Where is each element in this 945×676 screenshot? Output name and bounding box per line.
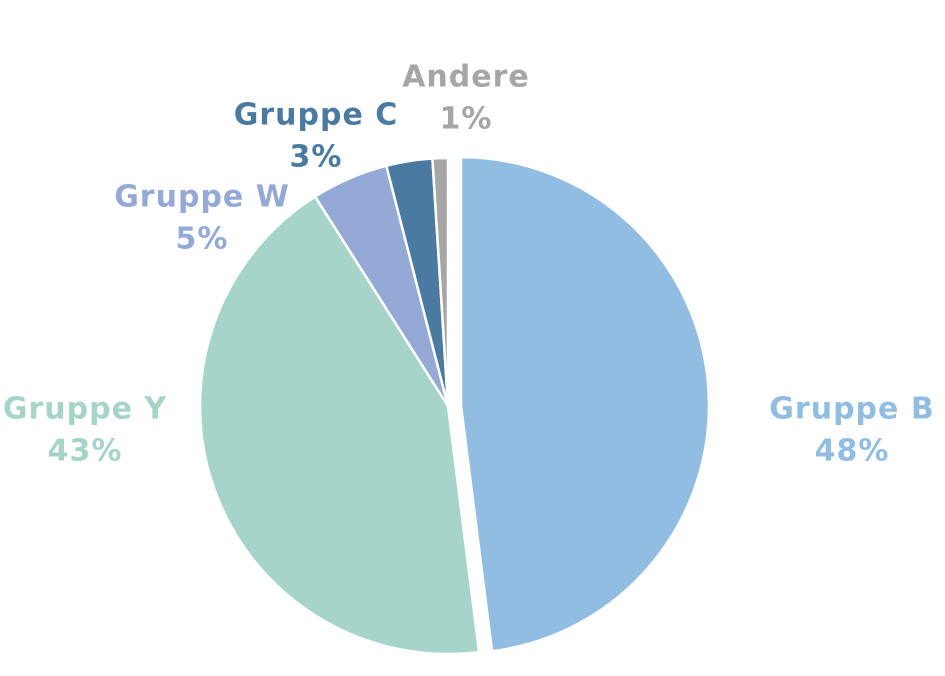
slice-label: Gruppe B [769,392,934,427]
slice-label: Gruppe W [114,180,290,215]
slice-label: Gruppe C [234,98,399,133]
slice-value-label: 5% [176,222,229,257]
slice-value-label: 3% [290,140,343,175]
slice-label: Gruppe Y [3,392,168,427]
pie-slice [459,155,711,653]
slice-label: Andere [402,60,530,95]
slice-value-label: 43% [48,434,123,469]
pie-slice [431,156,450,407]
slice-value-label: 1% [440,102,493,137]
pie-slice [198,194,481,656]
slice-value-label: 48% [815,434,890,469]
